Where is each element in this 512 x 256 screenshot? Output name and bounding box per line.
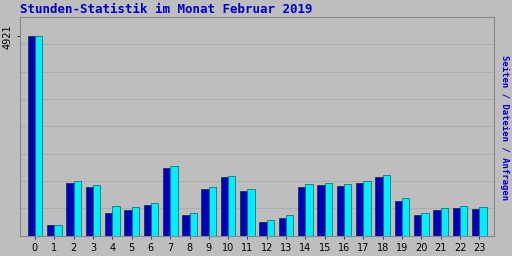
Bar [240,191,247,236]
Bar [221,177,228,236]
Bar [202,189,209,236]
Bar [209,187,216,236]
Bar [182,215,189,236]
Bar [433,210,441,236]
Bar [356,183,364,236]
Bar [453,208,460,236]
Bar [112,206,119,236]
Bar [344,184,351,236]
Bar [28,36,35,236]
Bar [105,213,112,236]
Bar [460,206,467,236]
Bar [124,210,132,236]
Bar [306,184,313,236]
Bar [375,177,383,236]
Bar [151,203,158,236]
Bar [54,225,61,236]
Bar [479,207,487,236]
Bar [189,213,197,236]
Bar [298,187,306,236]
Bar [441,208,448,236]
Text: Stunden-Statistik im Monat Februar 2019: Stunden-Statistik im Monat Februar 2019 [20,3,313,16]
Bar [364,180,371,236]
Bar [325,183,332,236]
Bar [337,186,344,236]
Bar [228,176,236,236]
Bar [286,215,293,236]
Bar [35,36,42,236]
Bar [260,222,267,236]
Bar [74,181,81,236]
Bar [267,220,274,236]
Bar [383,175,390,236]
Bar [132,207,139,236]
Bar [421,213,429,236]
Bar [472,209,479,236]
Bar [317,185,325,236]
Bar [402,198,410,236]
Bar [414,215,421,236]
Bar [93,185,100,236]
Text: Seiten / Dateien / Anfragen: Seiten / Dateien / Anfragen [500,56,509,200]
Bar [395,201,402,236]
Bar [163,168,170,236]
Bar [66,183,74,236]
Bar [47,226,54,236]
Bar [279,218,286,236]
Bar [86,187,93,236]
Bar [143,205,151,236]
Bar [247,189,255,236]
Bar [170,166,178,236]
